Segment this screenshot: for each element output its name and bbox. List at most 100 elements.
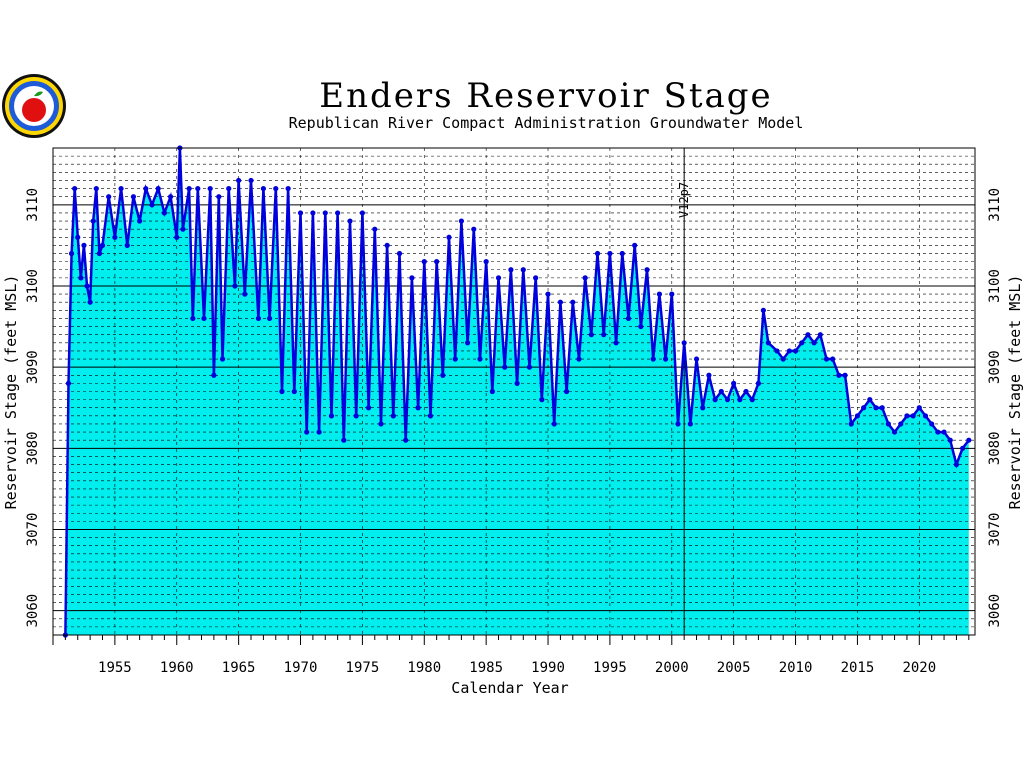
data-point — [415, 405, 421, 411]
data-point — [90, 218, 96, 224]
data-point — [427, 413, 434, 419]
data-point — [681, 340, 687, 346]
data-point — [106, 194, 112, 200]
x-tick-label: 1970 — [284, 660, 318, 676]
chart-title: Enders Reservoir Stage — [319, 76, 772, 116]
data-point — [823, 356, 830, 362]
data-point — [328, 413, 335, 419]
data-point — [72, 185, 78, 192]
data-point — [93, 185, 99, 192]
x-tick-label: 1965 — [222, 660, 256, 676]
data-point — [211, 372, 217, 378]
data-point — [805, 332, 811, 338]
data-point — [854, 413, 861, 419]
data-point — [316, 429, 322, 435]
data-point — [396, 250, 403, 257]
data-point — [792, 348, 799, 354]
x-tick-label: 2010 — [779, 660, 813, 676]
data-point — [545, 291, 551, 297]
data-point — [495, 275, 502, 281]
x-tick-label: 1960 — [160, 660, 194, 676]
y-tick-label-right: 3060 — [987, 594, 1003, 628]
x-tick-label: 1990 — [531, 660, 565, 676]
data-point — [242, 291, 248, 297]
data-point — [570, 299, 576, 305]
data-point — [613, 340, 619, 346]
data-point — [372, 226, 378, 232]
data-point — [935, 429, 941, 435]
data-point — [867, 397, 873, 403]
data-point — [236, 177, 242, 184]
data-point — [953, 461, 960, 468]
data-point — [760, 307, 766, 313]
data-point — [149, 202, 155, 208]
data-point — [650, 356, 656, 362]
y-tick-label-left: 3060 — [25, 594, 41, 628]
data-point — [632, 242, 638, 248]
data-point — [508, 267, 514, 273]
data-point — [260, 185, 266, 192]
data-point — [390, 413, 396, 419]
data-point — [601, 332, 607, 338]
data-point — [502, 364, 508, 370]
data-point — [737, 397, 743, 403]
data-point — [526, 364, 533, 370]
data-point — [297, 210, 304, 216]
data-point — [687, 421, 693, 427]
data-point — [904, 413, 910, 419]
data-point — [916, 405, 922, 411]
data-point — [960, 445, 966, 451]
data-point — [910, 413, 916, 419]
data-point — [780, 356, 786, 362]
data-point — [384, 242, 390, 248]
data-point — [799, 340, 805, 346]
x-tick-label: 2005 — [717, 660, 751, 676]
data-point — [743, 388, 749, 395]
x-tick-label: 1980 — [407, 660, 441, 676]
data-point — [226, 185, 232, 192]
y-tick-label-left: 3080 — [25, 431, 41, 465]
x-tick-label: 2000 — [655, 660, 689, 676]
data-point — [310, 210, 316, 216]
data-point — [879, 405, 885, 411]
data-point — [724, 397, 731, 403]
y-tick-label-left: 3110 — [25, 188, 41, 222]
data-point — [434, 259, 440, 265]
data-point — [440, 372, 446, 378]
data-point — [514, 380, 520, 386]
data-point — [774, 348, 780, 354]
data-point — [563, 388, 570, 395]
x-tick-label: 1995 — [593, 660, 627, 676]
x-tick-label: 2015 — [841, 660, 875, 676]
data-point — [403, 437, 409, 443]
data-point — [291, 388, 297, 395]
data-point — [304, 429, 310, 435]
data-point — [232, 283, 238, 289]
y-tick-label-right: 3070 — [987, 513, 1003, 547]
data-point — [248, 177, 254, 184]
data-point — [929, 421, 935, 427]
data-point — [786, 348, 792, 354]
data-point — [112, 234, 118, 240]
annotation-label: V12p7 — [677, 182, 691, 218]
data-point — [446, 234, 452, 240]
data-point — [669, 291, 675, 297]
data-point — [582, 275, 588, 281]
data-point — [765, 340, 771, 346]
data-point — [594, 250, 601, 257]
data-point — [638, 323, 644, 330]
data-point — [322, 210, 328, 216]
data-point — [644, 267, 650, 273]
data-point — [755, 380, 762, 386]
data-point — [359, 210, 365, 216]
data-point — [607, 250, 613, 257]
data-point — [365, 405, 372, 411]
data-point — [255, 315, 262, 322]
data-point — [68, 250, 75, 257]
data-point — [656, 291, 663, 297]
data-point — [588, 332, 594, 338]
data-point — [731, 380, 737, 386]
data-point — [848, 421, 854, 427]
data-point — [65, 380, 72, 386]
